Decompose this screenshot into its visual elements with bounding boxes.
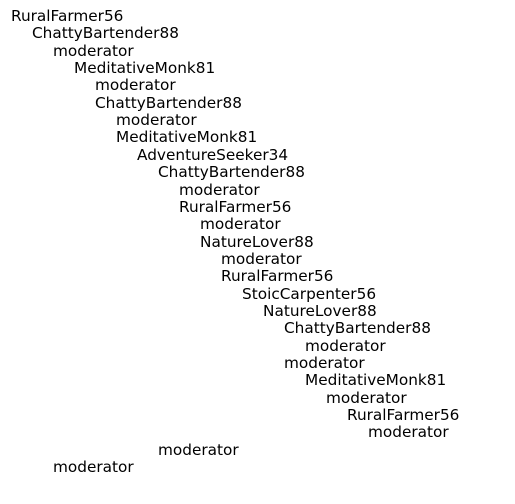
tree-node: moderator: [284, 354, 365, 372]
tree-node: ChattyBartender88: [158, 163, 305, 182]
tree-node: moderator: [326, 388, 407, 407]
tree-node: moderator: [53, 458, 134, 477]
tree-node: NatureLover88: [200, 232, 314, 251]
tree-node: moderator: [221, 249, 302, 268]
tree-node: RuralFarmer56: [179, 197, 292, 216]
tree-node: ChattyBartender88: [32, 24, 179, 43]
tree-node: moderator: [200, 215, 281, 234]
tree-node: NatureLover88: [263, 301, 377, 320]
tree-node: RuralFarmer56: [347, 406, 460, 425]
tree-node: moderator: [305, 336, 386, 355]
tree-node: moderator: [368, 423, 449, 442]
tree-node: moderator: [53, 41, 134, 60]
tree-node: MeditativeMonk81: [305, 371, 447, 390]
tree-node: moderator: [179, 180, 260, 199]
tree-node: RuralFarmer56: [11, 7, 124, 25]
tree-node: MeditativeMonk81: [74, 59, 216, 78]
tree-node: moderator: [116, 111, 197, 130]
tree-node: AdventureSeeker34: [137, 145, 289, 164]
tree-node: ChattyBartender88: [95, 93, 242, 112]
tree-node: RuralFarmer56: [221, 267, 334, 286]
tree-node: moderator: [95, 76, 176, 95]
tree-node: ChattyBartender88: [284, 319, 431, 338]
tree-node: StoicCarpenter56: [242, 284, 377, 303]
tree-node: MeditativeMonk81: [116, 128, 258, 147]
tree-node: moderator: [158, 440, 239, 459]
